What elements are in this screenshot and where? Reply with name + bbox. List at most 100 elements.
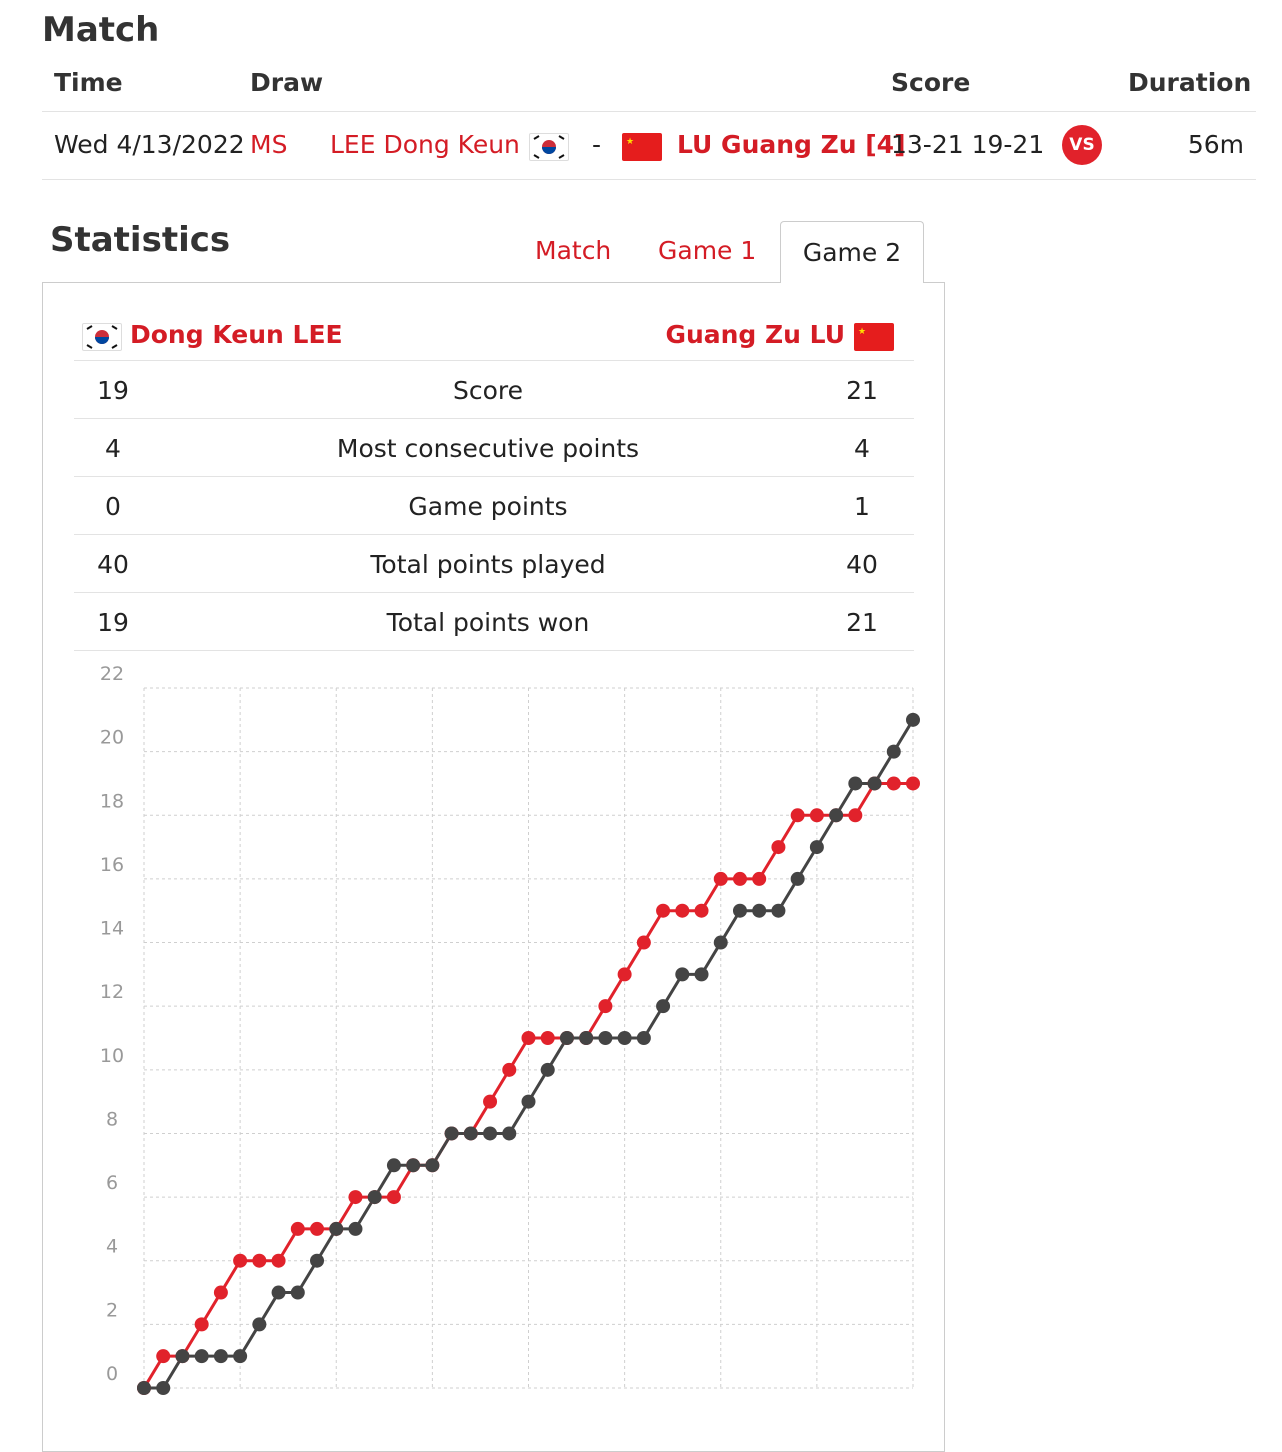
player1-point [252, 1253, 267, 1268]
divider [42, 111, 1256, 112]
y-tick-label: 8 [106, 1108, 118, 1130]
player1-point [790, 808, 805, 823]
player1-point [213, 1285, 228, 1300]
tab-game-1[interactable]: Game 1 [658, 236, 757, 265]
col-header-score: Score [891, 68, 971, 97]
stat-left: 19 [97, 376, 129, 405]
player1-point [656, 903, 671, 918]
player2-point [694, 967, 709, 982]
player2-point [521, 1094, 536, 1109]
player1-point [156, 1349, 171, 1364]
player1-link[interactable]: LEE Dong Keun [330, 130, 520, 159]
col-header-time: Time [54, 68, 123, 97]
player2-point [175, 1349, 190, 1364]
vs-badge-icon[interactable]: VS [1062, 125, 1102, 165]
player2-point [829, 808, 844, 823]
player1-point [310, 1221, 325, 1236]
y-tick-label: 14 [100, 918, 124, 940]
player1-point [502, 1062, 517, 1077]
player2-point [233, 1349, 248, 1364]
china-flag-icon: ★ [622, 133, 662, 161]
stat-label: Total points won [386, 608, 590, 637]
player1-point [540, 1031, 555, 1045]
y-tick-label: 22 [100, 663, 124, 685]
player2-point [732, 903, 747, 918]
y-tick-label: 20 [100, 727, 124, 749]
player1-name[interactable]: Dong Keun LEE [130, 320, 343, 349]
player2-point [636, 1031, 651, 1045]
player2-point [194, 1349, 209, 1364]
statistics-heading: Statistics [50, 220, 231, 260]
stat-row-score: 19 Score 21 [74, 360, 914, 419]
draw-link[interactable]: MS [250, 130, 288, 159]
player1-point [848, 808, 863, 823]
player2-point [137, 1381, 151, 1395]
separator: - [592, 130, 602, 159]
stat-right: 40 [846, 550, 878, 579]
player2-point [579, 1031, 594, 1045]
player2-point [886, 744, 901, 759]
stat-left: 40 [97, 550, 129, 579]
stat-row-points-won: 19 Total points won 21 [74, 592, 914, 651]
player1-point [752, 871, 767, 886]
y-tick-label: 2 [106, 1299, 118, 1321]
player1-point [732, 871, 747, 886]
player1-point [386, 1190, 401, 1205]
player2-point [713, 935, 728, 950]
divider [74, 650, 914, 651]
player2-point [444, 1126, 459, 1141]
player2-point [213, 1349, 228, 1364]
divider [42, 179, 1256, 180]
player1-point [233, 1253, 248, 1268]
player2-point [502, 1126, 517, 1141]
player2-point [310, 1253, 325, 1268]
stat-row-game-points: 0 Game points 1 [74, 476, 914, 535]
player2-point [386, 1158, 401, 1173]
col-header-draw: Draw [250, 68, 324, 97]
stat-right: 4 [854, 434, 870, 463]
player2-point [425, 1158, 440, 1173]
stat-left: 0 [105, 492, 121, 521]
player1-point [906, 776, 920, 791]
player1-point [194, 1317, 209, 1332]
match-heading: Match [42, 10, 160, 50]
player2-link[interactable]: LU Guang Zu [4] [677, 130, 906, 159]
player2-point [598, 1031, 613, 1045]
stat-left: 19 [97, 608, 129, 637]
player2-point [329, 1221, 344, 1236]
tab-game-2[interactable]: Game 2 [780, 221, 924, 283]
y-tick-label: 0 [106, 1363, 118, 1385]
player2-point [290, 1285, 305, 1300]
stat-row-points-played: 40 Total points played 40 [74, 534, 914, 593]
player2-name[interactable]: Guang Zu LU [665, 320, 845, 349]
player1-point [886, 776, 901, 791]
player2-point [348, 1221, 363, 1236]
tab-match[interactable]: Match [535, 236, 612, 265]
y-tick-label: 18 [100, 790, 124, 812]
match-duration: 56m [1187, 130, 1244, 159]
y-tick-label: 10 [100, 1045, 124, 1067]
player1-point [271, 1253, 286, 1268]
match-time: Wed 4/13/2022 [54, 130, 245, 159]
player1-point [771, 840, 786, 855]
player1-point [348, 1190, 363, 1205]
player2-point [406, 1158, 421, 1173]
player2-point [252, 1317, 267, 1332]
player1-point [675, 903, 690, 918]
player2-point [771, 903, 786, 918]
stat-label: Game points [408, 492, 568, 521]
stat-right: 1 [854, 492, 870, 521]
player1-point [636, 935, 651, 950]
korea-flag-icon [82, 323, 122, 351]
player2-point [617, 1031, 632, 1045]
stat-label: Total points played [370, 550, 606, 579]
stat-right: 21 [846, 376, 878, 405]
player1-point [521, 1031, 536, 1045]
svg-text:★: ★ [626, 137, 634, 147]
player1-point [809, 808, 824, 823]
y-tick-label: 12 [100, 981, 124, 1003]
player2-point [271, 1285, 286, 1300]
y-tick-label: 16 [100, 854, 124, 876]
y-tick-label: 4 [106, 1236, 118, 1258]
